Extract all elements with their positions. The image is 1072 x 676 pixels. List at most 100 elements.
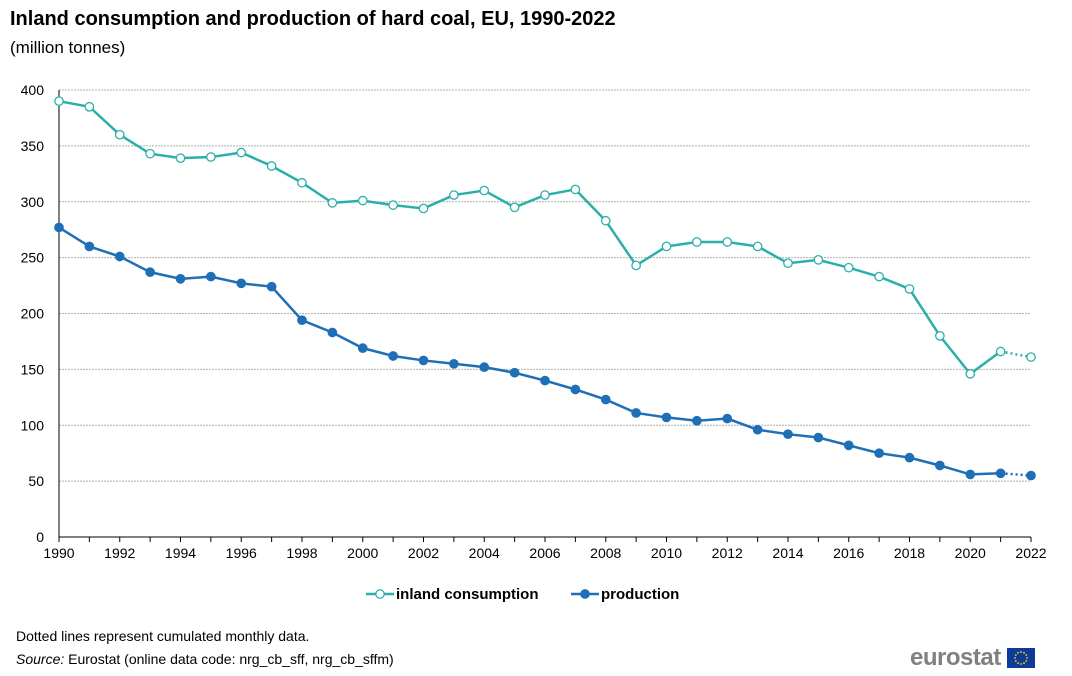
y-tick-label: 400	[21, 82, 45, 98]
x-tick-label: 2014	[772, 545, 803, 561]
data-point	[418, 355, 429, 366]
y-tick-label: 100	[21, 417, 45, 433]
x-tick-label: 2022	[1015, 545, 1046, 561]
x-tick-label: 2002	[408, 545, 439, 561]
y-tick-label: 350	[21, 138, 45, 154]
legend-item-1: production	[571, 586, 679, 603]
x-tick-label: 1996	[226, 545, 257, 561]
y-tick-label: 50	[28, 473, 44, 489]
line-chart: 0 50 100 150 200 250 300 350 400 1990 1992 1994 1996…	[21, 82, 1047, 603]
data-point	[661, 412, 672, 423]
data-point	[327, 327, 338, 338]
footnote: Dotted lines represent cumulated monthly…	[16, 628, 310, 644]
x-tick-label: 2020	[955, 545, 986, 561]
data-point	[1026, 352, 1036, 362]
data-point	[783, 429, 793, 440]
data-point	[631, 408, 641, 418]
star	[1016, 651, 1019, 654]
y-tick-label: 0	[36, 529, 44, 545]
star	[1014, 654, 1017, 656]
star	[1014, 660, 1017, 662]
data-point	[874, 448, 884, 459]
star	[1013, 657, 1016, 659]
data-point	[995, 468, 1006, 479]
data-point	[236, 147, 247, 158]
data-point	[84, 101, 95, 112]
data-point	[752, 424, 763, 435]
data-point	[297, 315, 307, 326]
data-point	[145, 267, 155, 278]
data-point	[266, 281, 277, 292]
data-point	[631, 260, 641, 271]
data-point	[175, 153, 186, 164]
data-point	[752, 241, 763, 252]
series-line-0	[58, 99, 1002, 376]
data-point	[722, 413, 733, 424]
data-point	[965, 368, 976, 379]
star	[1016, 662, 1019, 665]
data-point	[449, 190, 459, 200]
x-tick-label: 2012	[712, 545, 743, 561]
x-tick-label: 2008	[590, 545, 621, 561]
series-line-dotted-0	[1000, 350, 1032, 359]
series-line-dotted-1	[1000, 472, 1032, 477]
source-label: Source:	[16, 651, 65, 667]
data-point	[479, 185, 490, 196]
data-point	[54, 96, 64, 107]
x-tick-label: 2018	[894, 545, 925, 561]
chart-subtitle: (million tonnes)	[10, 38, 126, 57]
data-point	[54, 222, 64, 233]
data-point	[540, 375, 550, 386]
data-point	[479, 362, 490, 372]
legend-label: inland consumption	[396, 586, 539, 603]
x-tick-label: 2006	[529, 545, 560, 561]
data-point	[904, 452, 915, 463]
data-point	[388, 200, 398, 210]
data-point	[1026, 470, 1036, 481]
y-tick-label: 150	[21, 361, 45, 377]
data-point	[509, 367, 520, 378]
star	[1024, 660, 1027, 662]
data-point	[114, 129, 125, 140]
star	[1022, 651, 1025, 654]
data-point	[297, 177, 307, 188]
data-point	[813, 432, 824, 443]
y-tick-label: 300	[21, 194, 45, 210]
data-point	[145, 148, 155, 159]
data-point	[388, 351, 398, 361]
data-point	[540, 190, 550, 200]
legend-marker	[375, 589, 385, 599]
legend-marker	[580, 589, 590, 599]
data-point	[843, 262, 854, 273]
data-point	[206, 152, 216, 162]
data-point	[327, 198, 338, 208]
data-point	[813, 255, 824, 265]
eurostat-logo: eurostat	[910, 644, 1035, 672]
data-point	[236, 278, 247, 289]
data-point	[570, 184, 581, 195]
data-point	[84, 241, 95, 252]
data-point	[509, 202, 520, 213]
data-point	[965, 469, 976, 480]
source-text: Eurostat (online data code: nrg_cb_sff, …	[64, 651, 394, 667]
data-point	[418, 203, 429, 214]
data-point	[600, 215, 611, 226]
data-point	[904, 284, 915, 294]
star	[1024, 654, 1027, 656]
data-point	[995, 346, 1006, 357]
data-point	[357, 195, 368, 206]
data-point	[692, 415, 702, 426]
chart-title: Inland consumption and production of har…	[10, 8, 616, 30]
star	[1019, 663, 1022, 665]
star	[1019, 651, 1022, 653]
x-tick-label: 1990	[43, 545, 74, 561]
eu-flag-icon	[1006, 648, 1035, 668]
data-point	[935, 330, 945, 341]
data-point	[843, 440, 854, 451]
data-point	[114, 251, 125, 262]
data-point	[449, 358, 459, 369]
legend-item-0: inland consumption	[366, 586, 539, 603]
star	[1022, 662, 1025, 665]
data-point	[935, 460, 945, 471]
data-point	[692, 237, 702, 247]
